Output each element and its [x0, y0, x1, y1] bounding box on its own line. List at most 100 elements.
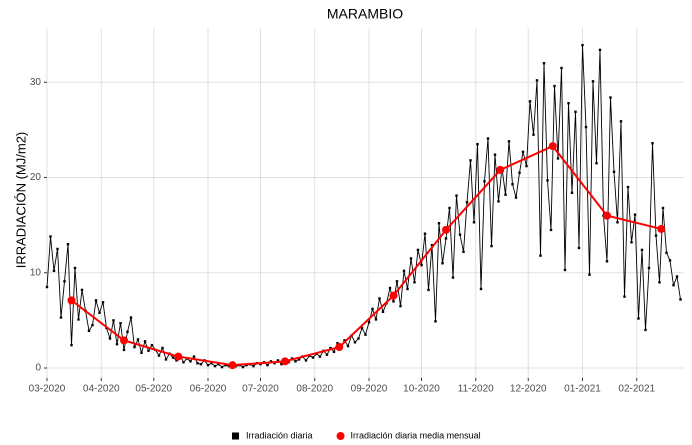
data-point — [150, 343, 154, 347]
data-point — [605, 260, 609, 263]
data-point — [59, 316, 63, 319]
data-point — [581, 43, 584, 47]
data-point — [174, 352, 183, 361]
data-point — [577, 246, 581, 250]
data-point — [497, 200, 500, 203]
data-point — [679, 298, 682, 301]
grid — [46, 28, 684, 378]
data-point — [612, 170, 616, 174]
data-point — [371, 307, 374, 311]
data-point — [228, 361, 237, 370]
chart-title: MARAMBIO — [327, 6, 403, 22]
x-tick-label: 11-2020 — [458, 384, 494, 395]
data-point — [507, 140, 511, 143]
data-point — [273, 362, 276, 365]
legend-marker — [336, 432, 345, 440]
data-point — [416, 248, 420, 252]
data-point — [651, 142, 654, 145]
data-point — [630, 241, 633, 244]
data-point — [640, 248, 644, 252]
data-point — [77, 318, 80, 321]
y-tick-label: 0 — [35, 363, 41, 374]
data-point — [514, 196, 518, 199]
data-point — [548, 142, 557, 151]
data-point — [563, 268, 567, 272]
x-tick-label: 03-2020 — [29, 384, 66, 395]
data-point — [462, 250, 465, 254]
data-point — [245, 363, 248, 367]
data-point — [119, 322, 122, 325]
data-point — [479, 287, 483, 291]
series-line — [46, 45, 681, 368]
data-point — [189, 360, 192, 363]
data-point — [675, 275, 679, 278]
data-point — [280, 362, 283, 366]
legend-marker — [232, 432, 239, 440]
x-tick-label: 04-2020 — [83, 384, 120, 395]
data-point — [353, 341, 357, 344]
data-point — [206, 363, 210, 367]
data-point — [521, 150, 525, 154]
data-point — [175, 359, 178, 362]
data-point — [294, 360, 297, 363]
data-point — [164, 358, 168, 361]
x-tick-label: 08-2020 — [296, 384, 333, 395]
data-point — [343, 339, 346, 342]
legend: Irradiación diaria Irradiación diaria med… — [232, 430, 481, 440]
data-point — [549, 228, 553, 232]
data-point — [67, 296, 76, 305]
data-point — [588, 273, 591, 276]
data-point — [619, 120, 623, 123]
x-tick-label: 12-2020 — [510, 384, 547, 395]
data-point — [87, 329, 91, 333]
data-point — [409, 257, 413, 260]
data-point — [532, 133, 535, 136]
data-point — [389, 291, 398, 300]
data-point — [364, 333, 367, 336]
data-point — [94, 299, 98, 302]
data-point — [644, 328, 647, 332]
data-point — [658, 281, 661, 284]
data-point — [378, 297, 381, 300]
data-point — [56, 247, 59, 251]
data-point — [70, 343, 73, 347]
data-point — [647, 266, 651, 270]
data-point — [504, 193, 507, 196]
x-tick-label: 05-2020 — [135, 384, 172, 395]
data-point — [73, 266, 77, 270]
data-point — [584, 125, 588, 129]
data-point — [451, 276, 455, 279]
data-point — [469, 159, 472, 162]
data-point — [374, 318, 378, 321]
data-point — [465, 201, 469, 204]
data-point — [458, 233, 462, 236]
data-point — [217, 362, 220, 366]
data-point — [427, 288, 430, 292]
data-point — [192, 355, 196, 358]
data-point — [129, 316, 133, 319]
data-point — [182, 361, 185, 364]
data-point — [511, 182, 514, 186]
data-point — [199, 362, 203, 366]
data-point — [661, 206, 665, 210]
data-point — [413, 281, 416, 284]
data-point — [672, 283, 675, 287]
data-point — [241, 365, 245, 369]
data-point — [528, 100, 532, 103]
data-point — [346, 344, 350, 348]
legend-label: Irradiación diaria — [246, 430, 313, 440]
data-point — [574, 110, 577, 114]
data-point — [266, 363, 269, 367]
data-point — [120, 336, 128, 345]
data-point — [196, 362, 199, 365]
data-point — [633, 213, 637, 216]
data-point — [147, 349, 150, 353]
data-point — [496, 165, 505, 174]
data-point — [388, 286, 392, 290]
data-point — [297, 358, 301, 361]
data-point — [525, 164, 528, 168]
y-axis-title: IRRADIACIÓN (MJ/m2) — [13, 132, 28, 269]
data-point — [357, 337, 360, 340]
data-point — [171, 356, 175, 359]
